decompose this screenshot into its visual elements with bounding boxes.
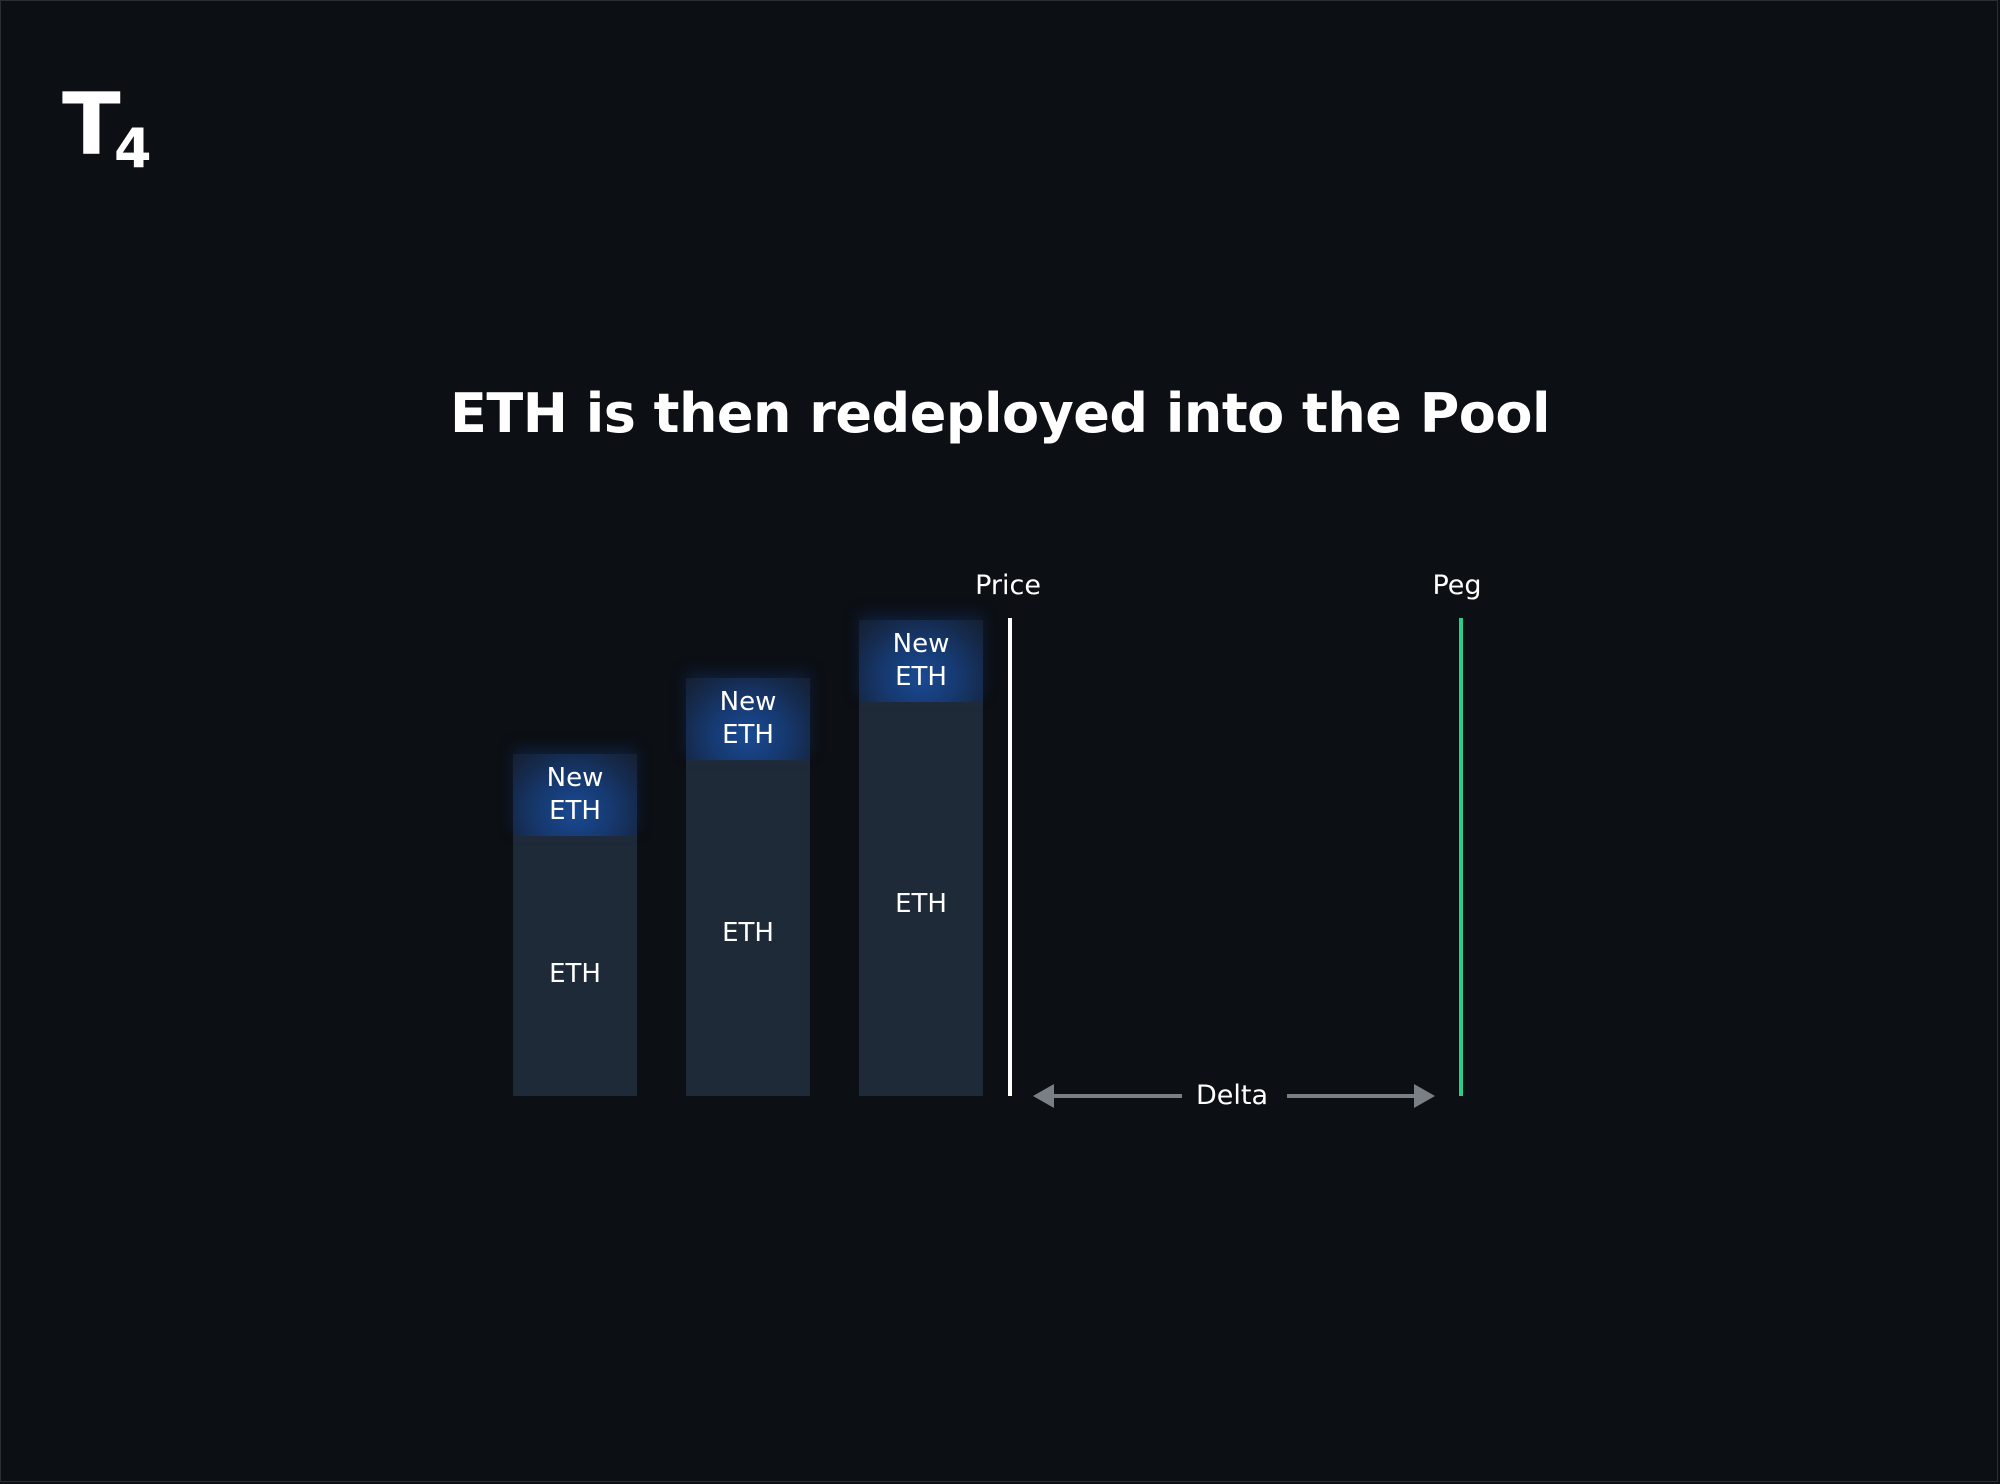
logo-letter: T (62, 75, 121, 175)
delta-label: Delta (1195, 1080, 1269, 1111)
eth-bar-2: New ETH ETH (686, 678, 810, 1096)
eth-label: ETH (549, 959, 601, 989)
peg-label: Peg (1432, 570, 1482, 601)
eth-bar-3: New ETH ETH (859, 620, 983, 1096)
eth-label: ETH (722, 918, 774, 948)
eth-label: ETH (895, 889, 947, 919)
price-label: Price (975, 570, 1041, 601)
eth-bar-1: New ETH ETH (513, 754, 637, 1096)
logo-number: 4 (114, 117, 152, 180)
slide-title: ETH is then redeployed into the Pool (450, 382, 1551, 445)
new-eth-block: New ETH (859, 620, 983, 702)
new-eth-block: New ETH (513, 754, 637, 836)
price-line (1008, 618, 1012, 1096)
peg-line (1459, 618, 1463, 1096)
t4-logo: T 4 (62, 82, 172, 182)
new-eth-block: New ETH (686, 678, 810, 760)
